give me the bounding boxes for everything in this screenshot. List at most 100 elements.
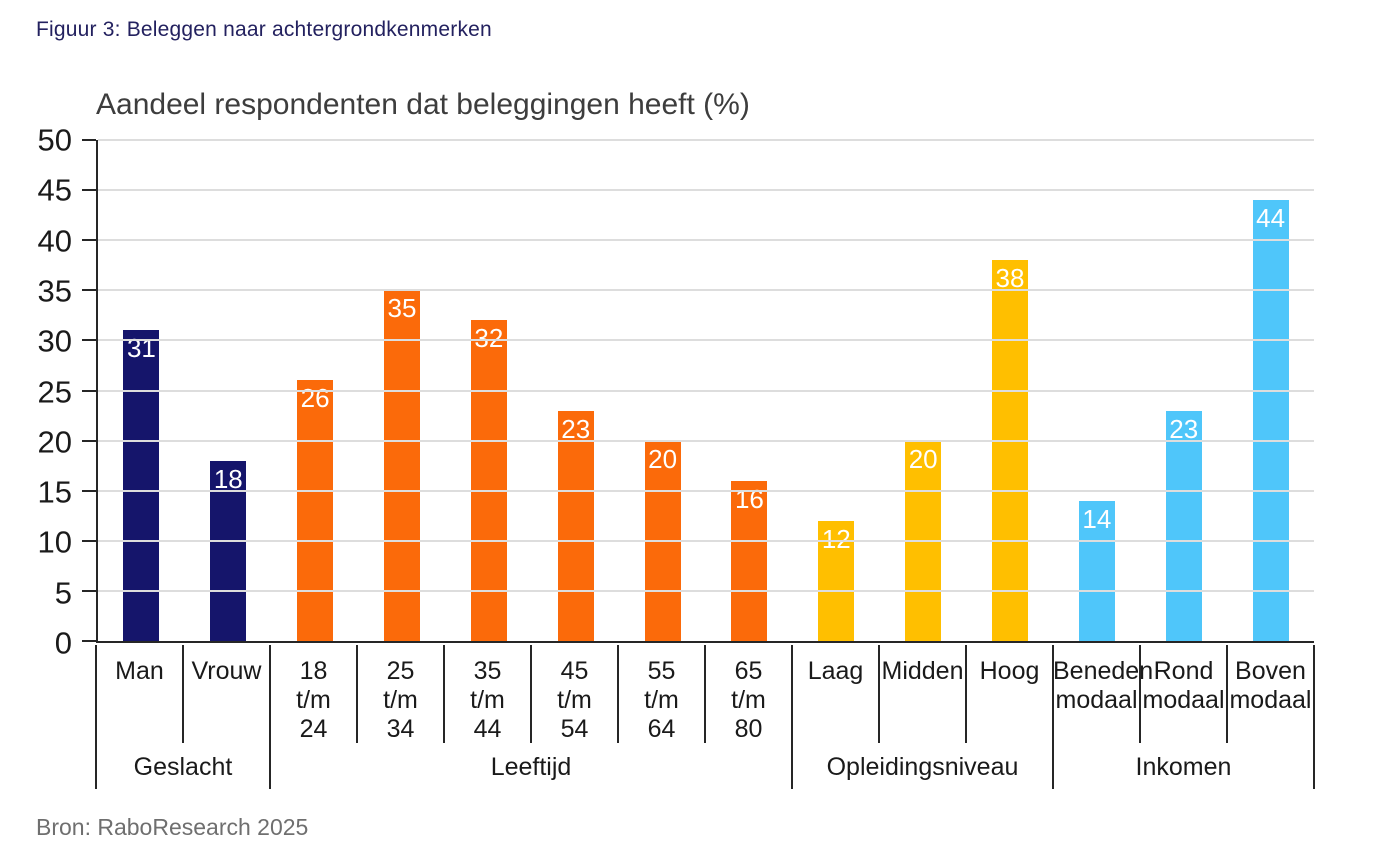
y-tick-label-5: 5 (54, 575, 72, 611)
gridline-35 (98, 289, 1314, 292)
group-separator (1052, 645, 1054, 789)
bar-man: 31 (123, 330, 160, 641)
bar-65-t-m-80: 16 (731, 480, 768, 641)
y-tick-mark (82, 589, 96, 592)
bars-row: 31 18 26 35 32 23 20 16 12 20 38 14 23 44 (98, 140, 1314, 641)
y-tick-mark (82, 239, 96, 242)
x-group-label-inkomen: Inkomen (1135, 753, 1232, 781)
x-category-label-beneden-modaal: Beneden modaal (1053, 657, 1154, 714)
x-group-label-geslacht: Geslacht (133, 753, 233, 781)
category-separator (443, 645, 445, 743)
gridline-45 (98, 189, 1314, 192)
bar-vrouw: 18 (210, 460, 247, 641)
y-tick-mark (82, 339, 96, 342)
x-category-label-65-t-m-80: 65 t/m 80 (731, 657, 766, 743)
gridline-25 (98, 389, 1314, 392)
y-tick-label-25: 25 (37, 374, 72, 409)
bar-value-label-25-t-m-34: 35 (387, 293, 417, 324)
y-tick-mark (82, 289, 96, 292)
group-separator (791, 645, 793, 789)
gridline-30 (98, 339, 1314, 342)
category-cell-hoog: 38 (967, 140, 1054, 641)
y-tick-mark (82, 539, 96, 542)
x-category-label-18-t-m-24: 18 t/m 24 (296, 657, 331, 743)
category-separator (356, 645, 358, 743)
y-tick-label-10: 10 (37, 524, 72, 560)
bar-value-label-midden: 20 (908, 443, 938, 474)
y-tick-label-50: 50 (37, 122, 72, 158)
gridline-5 (98, 589, 1314, 592)
y-tick-mark (82, 439, 96, 442)
category-separator (530, 645, 532, 743)
category-separator (617, 645, 619, 743)
y-tick-label-40: 40 (37, 223, 72, 259)
category-cell-65-t-m-80: 16 (706, 140, 793, 641)
category-cell-boven-modaal: 44 (1227, 140, 1314, 641)
bar-hoog: 38 (992, 260, 1029, 641)
y-tick-label-30: 30 (37, 323, 72, 359)
category-cell-beneden-modaal: 14 (1053, 140, 1140, 641)
bar-value-label-hoog: 38 (995, 263, 1025, 294)
bar-35-t-m-44: 32 (470, 320, 507, 641)
category-separator (182, 645, 184, 743)
y-tick-mark (82, 389, 96, 392)
bar-value-label-45-t-m-54: 23 (561, 413, 591, 444)
y-tick-label-0: 0 (54, 625, 72, 661)
bar-value-label-55-t-m-64: 20 (648, 443, 678, 474)
y-tick-mark (82, 489, 96, 492)
y-tick-label-20: 20 (37, 424, 72, 460)
x-category-label-midden: Midden (881, 657, 964, 685)
gridline-15 (98, 489, 1314, 492)
category-cell-rond-modaal: 23 (1140, 140, 1227, 641)
bar-rond-modaal: 23 (1165, 410, 1202, 641)
bar-laag: 12 (818, 520, 855, 641)
y-tick-mark (82, 139, 96, 141)
x-category-label-55-t-m-64: 55 t/m 64 (644, 657, 679, 743)
category-separator (965, 645, 967, 743)
y-tick-label-35: 35 (37, 273, 72, 309)
bar-18-t-m-24: 26 (297, 380, 334, 641)
x-group-label-leeftijd: Leeftijd (490, 753, 572, 781)
bar-value-label-boven-modaal: 44 (1256, 203, 1286, 234)
x-category-label-25-t-m-34: 25 t/m 34 (383, 657, 418, 743)
category-separator (1225, 645, 1228, 743)
bar-value-label-laag: 12 (821, 523, 851, 554)
chart-title: Aandeel respondenten dat beleggingen hee… (96, 88, 750, 121)
plot-area: 31 18 26 35 32 23 20 16 12 20 38 14 23 44 (82, 139, 1314, 643)
x-axis-labels: Man Vrouw 18 t/m 24 25 t/m 34 35 t/m 44 45 t/… (95, 645, 1315, 791)
bar-value-label-35-t-m-44: 32 (474, 323, 504, 354)
x-category-label-man: Man (115, 657, 164, 685)
bar-boven-modaal: 44 (1252, 200, 1289, 641)
group-separator (1313, 645, 1315, 789)
category-separator (1139, 645, 1141, 743)
bar-beneden-modaal: 14 (1078, 500, 1115, 641)
category-cell-45-t-m-54: 23 (532, 140, 619, 641)
x-category-label-35-t-m-44: 35 t/m 44 (470, 657, 505, 743)
category-cell-25-t-m-34: 35 (359, 140, 446, 641)
gridline-10 (98, 539, 1314, 542)
bar-value-label-vrouw: 18 (213, 463, 243, 494)
y-tick-mark (82, 189, 96, 192)
x-category-label-laag: Laag (807, 657, 864, 685)
bar-25-t-m-34: 35 (384, 290, 420, 641)
x-group-label-opleidingsniveau: Opleidingsniveau (826, 753, 1019, 781)
gridline-40 (98, 239, 1314, 242)
category-separator (878, 645, 880, 743)
x-category-label-vrouw: Vrouw (191, 657, 262, 685)
bar-45-t-m-54: 23 (557, 410, 594, 641)
category-cell-18-t-m-24: 26 (272, 140, 359, 641)
x-category-label-45-t-m-54: 45 t/m 54 (557, 657, 592, 743)
y-axis: 0 5 10 15 20 25 30 35 40 45 50 (0, 125, 72, 659)
y-tick-mark (82, 640, 96, 642)
x-category-label-boven-modaal: Boven modaal (1229, 657, 1312, 714)
bar-value-label-rond-modaal: 23 (1169, 413, 1199, 444)
category-cell-35-t-m-44: 32 (445, 140, 532, 641)
y-tick-label-45: 45 (37, 172, 72, 208)
figure-caption: Figuur 3: Beleggen naar achtergrondkenme… (36, 18, 492, 41)
x-category-label-rond-modaal: Rond modaal (1142, 657, 1225, 714)
y-tick-label-15: 15 (37, 474, 72, 510)
x-category-label-hoog: Hoog (979, 657, 1040, 685)
category-separator (704, 645, 706, 743)
bar-value-label-beneden-modaal: 14 (1082, 503, 1112, 534)
group-separator (269, 645, 271, 789)
